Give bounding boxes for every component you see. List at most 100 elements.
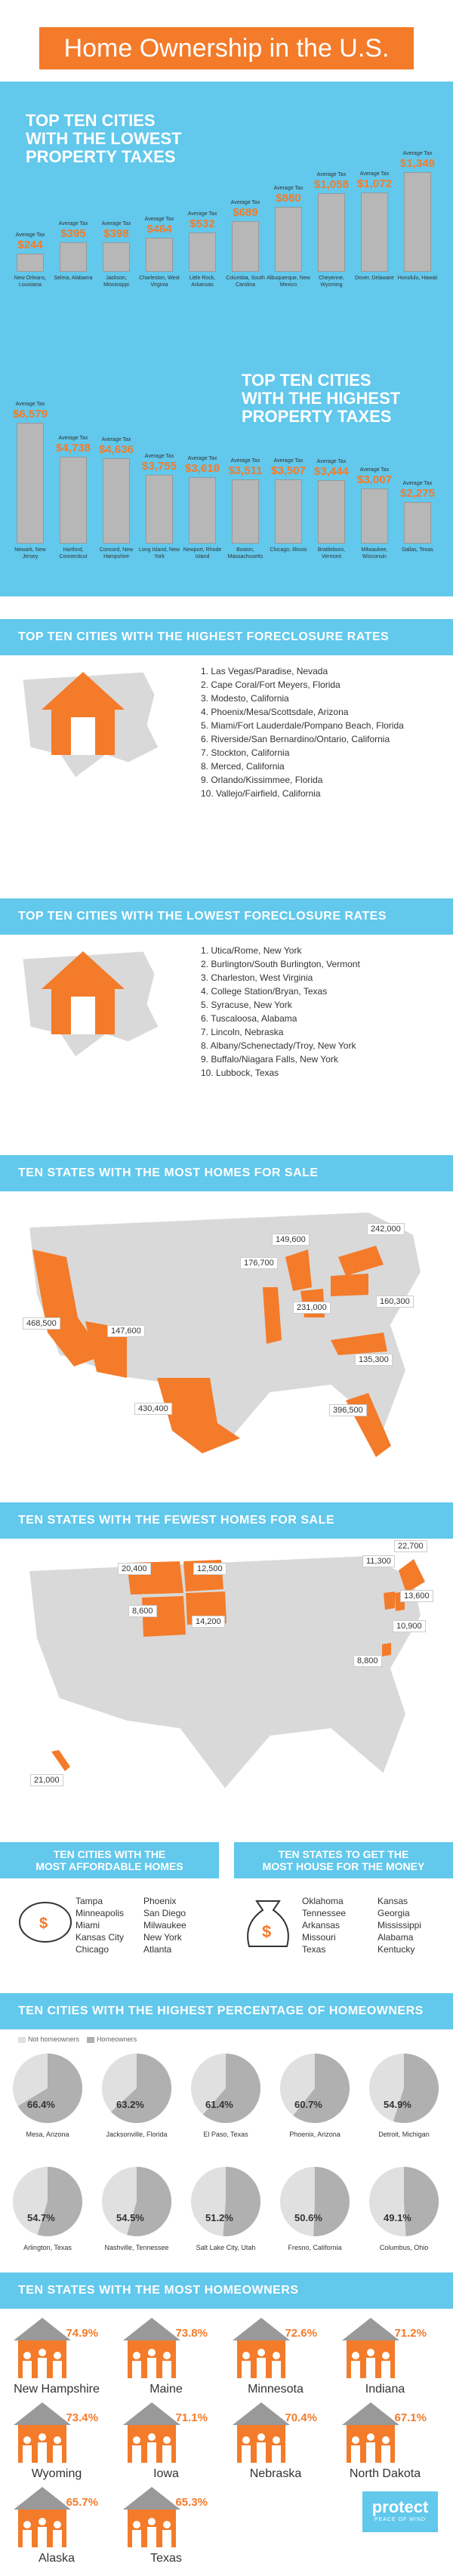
most-homes-heading: TEN STATES WITH THE MOST HOMES FOR SALE xyxy=(0,1155,453,1191)
pie-slice-yes xyxy=(111,2054,171,2123)
house-people-icon xyxy=(342,2402,399,2463)
high-tax-bar xyxy=(275,479,302,544)
low-tax-avg-label: Average Tax xyxy=(58,221,88,227)
low-tax-bar xyxy=(318,193,345,272)
homeowner-state: 74.9% New Hampshire xyxy=(8,2316,106,2407)
money-bag-icon: $ xyxy=(247,1900,289,1947)
state-label-nd: 12,500 xyxy=(193,1563,226,1575)
logo-tagline: PEACE OF MIND xyxy=(374,2517,427,2522)
legend-swatch-yes xyxy=(87,2036,95,2043)
list-item: Missouri xyxy=(302,1932,336,1943)
low-tax-value: $398 xyxy=(103,227,129,241)
state-label-az: 147,600 xyxy=(107,1325,145,1337)
pie-percent: 54.5% xyxy=(116,2212,144,2223)
homeowner-pct: 65.7% xyxy=(66,2496,98,2509)
low-tax-bar-group: Average Tax $1,349 Honolulu, Hawaii xyxy=(395,82,440,596)
low-tax-city: Albuquerque, New Mexico xyxy=(267,276,310,288)
house-people-icon xyxy=(123,2487,180,2547)
list-item: Phoenix xyxy=(143,1896,177,1906)
high-tax-title: TOP TEN CITIES WITH THE HIGHEST PROPERTY… xyxy=(242,371,423,426)
list-item: Milwaukee xyxy=(143,1920,186,1930)
legend-yes-label: Homeowners xyxy=(97,2035,137,2043)
affordable-col-1: Tampa Minneapolis Miami Kansas City Chicago xyxy=(76,1895,124,1955)
low-tax-avg-label: Average Tax xyxy=(15,233,45,239)
pie-graphic xyxy=(280,2167,350,2236)
most-house-title-line: TEN STATES TO GET THE xyxy=(278,1848,409,1860)
low-tax-value: $532 xyxy=(190,217,215,230)
pie-chart: 50.6% Fresno, California xyxy=(273,2164,356,2269)
high-tax-bar-group: Average Tax $3,618 Newport, Rhode Island xyxy=(180,82,225,596)
homeowner-state-name: Nebraska xyxy=(249,2467,302,2480)
homeowner-pct: 73.4% xyxy=(66,2411,98,2424)
low-tax-city: Jackson, Mississippi xyxy=(103,276,129,288)
house-people-icon xyxy=(233,2402,290,2463)
low-tax-value: $689 xyxy=(233,205,258,219)
high-tax-title-line: TOP TEN CITIES xyxy=(242,371,371,390)
pie-chart: 49.1% Columbus, Ohio xyxy=(362,2164,445,2269)
low-tax-value: $1,072 xyxy=(357,177,392,191)
list-item: Minneapolis xyxy=(76,1908,125,1918)
state-label-ca: 468,500 xyxy=(23,1317,60,1330)
piggy-bank-icon: $ xyxy=(19,1902,72,1943)
list-item: 10. Lubbock, Texas xyxy=(201,1068,279,1078)
low-tax-bar xyxy=(232,220,259,272)
pie-label: Columbus, Ohio xyxy=(379,2244,429,2251)
state-label-vt: 11,300 xyxy=(362,1555,395,1567)
high-tax-value: $2,275 xyxy=(400,486,435,500)
high-tax-avg-label: Average Tax xyxy=(15,402,45,407)
homeowner-pct: 70.4% xyxy=(285,2411,317,2424)
homeowner-state-name: Minnesota xyxy=(248,2383,304,2396)
homeowner-state-name: Wyoming xyxy=(31,2467,82,2480)
homeowner-pct: 71.1% xyxy=(175,2411,208,2424)
state-label-oh: 231,000 xyxy=(293,1302,331,1314)
pie-label: Nashville, Tennessee xyxy=(104,2244,169,2251)
low-tax-bar-group: Average Tax $244 New Orleans, Louisiana xyxy=(8,82,53,596)
house-icon xyxy=(42,672,125,755)
list-item: 1. Las Vegas/Paradise, Nevada xyxy=(201,666,328,676)
low-tax-title-line: WITH THE LOWEST xyxy=(26,129,182,148)
most-house-col-2: Kansas Georgia Mississippi Alabama Kentucky xyxy=(378,1895,421,1955)
high-tax-value: $3,755 xyxy=(142,459,177,473)
homeowner-state-name: Texas xyxy=(150,2552,182,2565)
low-tax-bar xyxy=(275,206,302,272)
high-tax-bar xyxy=(146,474,173,544)
list-item: Arkansas xyxy=(302,1920,341,1930)
pie-label: Jacksonville, Florida xyxy=(106,2131,168,2138)
list-item: 5. Miami/Fort Lauderdale/Pompano Beach, … xyxy=(201,720,404,731)
most-house-heading: TEN STATES TO GET THE MOST HOUSE FOR THE… xyxy=(234,1842,453,1878)
pie-percent: 54.9% xyxy=(384,2099,411,2110)
state-label-mt: 20,400 xyxy=(118,1563,151,1575)
low-tax-bar-group: Average Tax $532 Little Rock, Arkansas xyxy=(180,82,225,596)
low-tax-avg-label: Average Tax xyxy=(101,221,131,227)
low-tax-avg-label: Average Tax xyxy=(273,185,304,191)
high-tax-city: Boston, Massachusetts xyxy=(227,547,263,559)
low-tax-city: Charleston, West Virginia xyxy=(139,276,180,288)
state-label-wy: 8,600 xyxy=(128,1605,157,1617)
low-tax-city: Little Rock, Arkansas xyxy=(189,276,216,288)
state-label-nc: 135,300 xyxy=(355,1354,393,1366)
state-label-ny: 242,000 xyxy=(367,1223,405,1235)
high-tax-city: Newport, Rhode Island xyxy=(183,547,222,559)
homeowner-state-name: Alaska xyxy=(38,2552,76,2565)
high-tax-city: Brattleboro, Vermont xyxy=(317,547,346,559)
low-tax-title: TOP TEN CITIES WITH THE LOWEST PROPERTY … xyxy=(26,112,222,166)
low-tax-bar-group: Average Tax $398 Jackson, Mississippi xyxy=(94,82,139,596)
house-people-icon xyxy=(14,2318,71,2378)
pie-chart: 54.9% Detroit, Michigan xyxy=(362,2051,445,2156)
list-item: 7. Stockton, California xyxy=(201,747,290,758)
high-foreclosure-list: 1. Las Vegas/Paradise, Nevada 2. Cape Cor… xyxy=(201,664,404,800)
pie-slice-yes xyxy=(127,2167,172,2236)
house-people-icon xyxy=(342,2318,399,2378)
house-people-icon xyxy=(14,2487,71,2547)
homeowner-state-name: New Hampshire xyxy=(14,2383,100,2396)
list-item: 4. College Station/Bryan, Texas xyxy=(201,986,328,997)
list-item: 3. Modesto, California xyxy=(201,693,289,704)
high-tax-bar xyxy=(103,458,130,544)
legend-swatch-not xyxy=(18,2036,26,2043)
list-item: Alabama xyxy=(378,1932,414,1943)
list-item: 2. Burlington/South Burlington, Vermont xyxy=(201,959,360,969)
pie-slice-yes xyxy=(313,2167,350,2236)
most-homeowners-heading: TEN STATES WITH THE MOST HOMEOWNERS xyxy=(0,2272,453,2309)
low-tax-avg-label: Average Tax xyxy=(144,216,174,222)
legend-not-label: Not homeowners xyxy=(28,2035,80,2043)
